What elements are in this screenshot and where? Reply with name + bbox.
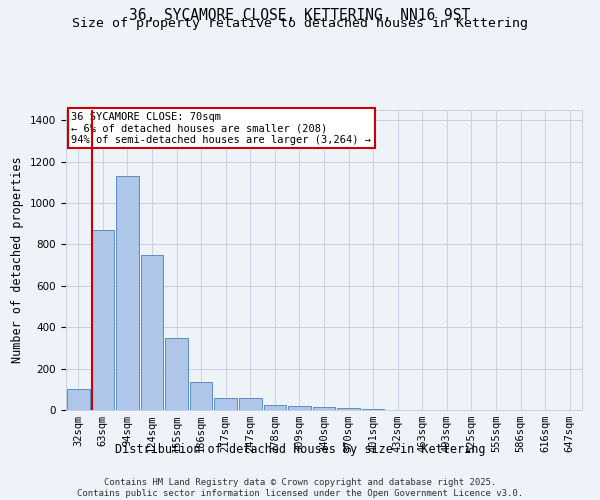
Bar: [239, 398, 262, 410]
Bar: [92, 230, 114, 410]
Bar: [288, 406, 311, 410]
Bar: [116, 176, 139, 410]
Bar: [263, 405, 286, 410]
Bar: [165, 338, 188, 410]
Text: Distribution of detached houses by size in Kettering: Distribution of detached houses by size …: [115, 442, 485, 456]
Text: Contains HM Land Registry data © Crown copyright and database right 2025.
Contai: Contains HM Land Registry data © Crown c…: [77, 478, 523, 498]
Text: 36 SYCAMORE CLOSE: 70sqm
← 6% of detached houses are smaller (208)
94% of semi-d: 36 SYCAMORE CLOSE: 70sqm ← 6% of detache…: [71, 112, 371, 144]
Bar: [214, 398, 237, 410]
Bar: [313, 407, 335, 410]
Bar: [67, 390, 89, 410]
Text: Size of property relative to detached houses in Kettering: Size of property relative to detached ho…: [72, 18, 528, 30]
Bar: [362, 409, 385, 410]
Bar: [140, 255, 163, 410]
Bar: [337, 408, 360, 410]
Bar: [190, 382, 212, 410]
Y-axis label: Number of detached properties: Number of detached properties: [11, 156, 25, 364]
Text: 36, SYCAMORE CLOSE, KETTERING, NN16 9ST: 36, SYCAMORE CLOSE, KETTERING, NN16 9ST: [130, 8, 470, 22]
